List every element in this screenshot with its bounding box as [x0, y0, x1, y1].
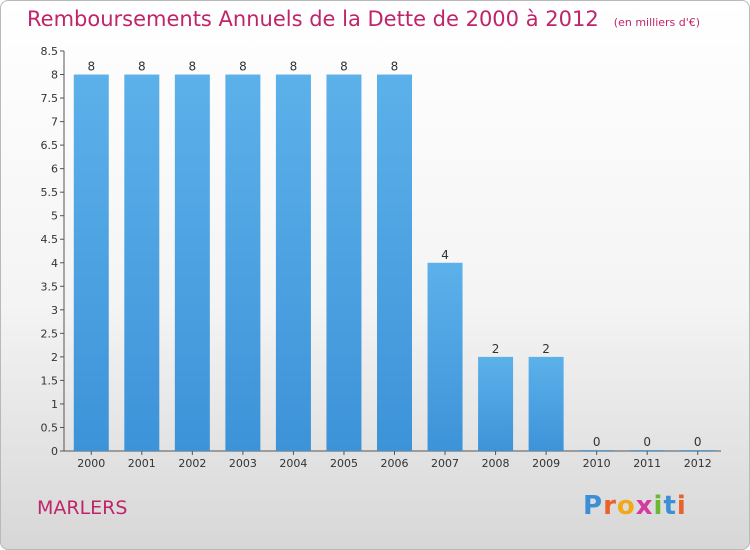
data-label-2009: 2: [542, 342, 550, 356]
data-labels: 8 8 8 8 8 8 8 4 2 2 0 0 0: [87, 60, 701, 449]
x-tick-label-2002: 2002: [178, 457, 206, 470]
bar-2000: [73, 74, 109, 451]
bars: [73, 74, 716, 451]
y-tick-label: 6.5: [41, 139, 59, 152]
bar-2012: [680, 450, 716, 451]
y-tick-label: 8: [51, 69, 58, 82]
y-tick-label: 3.5: [41, 280, 59, 293]
y-tick-label: 4.5: [41, 233, 59, 246]
proxiti-logo: Proxiti: [583, 491, 687, 521]
bar-2004: [275, 74, 311, 451]
data-label-2000: 8: [87, 60, 95, 74]
logo-letter: i: [653, 491, 664, 521]
data-label-2006: 8: [391, 60, 399, 74]
logo-letter: i: [676, 491, 687, 521]
unit-note: (en milliers d'€): [613, 16, 701, 29]
data-label-2007: 4: [441, 248, 449, 262]
bar-2006: [377, 74, 412, 451]
logo-letter: t: [663, 491, 677, 521]
x-tick-label-2008: 2008: [482, 457, 510, 470]
data-label-2005: 8: [340, 60, 348, 74]
y-tick-label: 4: [51, 257, 58, 270]
data-label-2002: 8: [189, 60, 197, 74]
data-label-2003: 8: [239, 60, 247, 74]
chart-title: Remboursements Annuels de la Dette de 20…: [27, 7, 599, 31]
y-tick-label: 1.5: [41, 374, 59, 387]
x-tick-label-2007: 2007: [431, 457, 459, 470]
data-label-2010: 0: [593, 435, 601, 449]
x-tick-label-2003: 2003: [229, 457, 257, 470]
y-tick-label: 6: [51, 163, 58, 176]
y-tick-label: 5.5: [41, 186, 59, 199]
x-tick-label-2001: 2001: [128, 457, 156, 470]
bar-2005: [326, 74, 362, 451]
bar-2002: [174, 74, 210, 451]
axes: 00.511.522.533.544.555.566.577.588.52000…: [41, 45, 721, 470]
data-label-2004: 8: [290, 60, 298, 74]
y-tick-label: 7: [51, 116, 58, 129]
bar-2007: [427, 262, 463, 451]
x-tick-label-2005: 2005: [330, 457, 358, 470]
logo-letter: x: [635, 491, 654, 521]
logo-letter: r: [603, 491, 617, 521]
y-tick-label: 5: [51, 210, 58, 223]
bar-2001: [124, 74, 160, 451]
bar-2011: [629, 450, 665, 451]
x-tick-label-2006: 2006: [381, 457, 409, 470]
y-tick-label: 2.5: [41, 327, 59, 340]
x-tick-label-2012: 2012: [684, 457, 712, 470]
data-label-2012: 0: [694, 435, 702, 449]
bar-2008: [478, 356, 514, 451]
y-tick-label: 3: [51, 304, 58, 317]
x-tick-label-2004: 2004: [279, 457, 307, 470]
y-tick-label: 1: [51, 398, 58, 411]
bar-2010: [579, 450, 615, 451]
city-name: MARLERS: [37, 497, 128, 519]
title-row: Remboursements Annuels de la Dette de 20…: [27, 7, 700, 31]
x-tick-label-2010: 2010: [583, 457, 611, 470]
y-tick-label: 0.5: [41, 421, 59, 434]
x-tick-label-2011: 2011: [633, 457, 661, 470]
x-tick-label-2009: 2009: [532, 457, 560, 470]
logo-letter: o: [616, 491, 636, 521]
y-tick-label: 8.5: [41, 45, 59, 58]
data-label-2001: 8: [138, 60, 146, 74]
bar-2003: [225, 74, 261, 451]
bar-2009: [528, 356, 564, 451]
y-tick-label: 7.5: [41, 92, 59, 105]
data-label-2008: 2: [492, 342, 500, 356]
y-tick-label: 0: [51, 445, 58, 458]
y-tick-label: 2: [51, 351, 58, 364]
data-label-2011: 0: [643, 435, 651, 449]
x-tick-label-2000: 2000: [77, 457, 105, 470]
logo-letter: P: [583, 491, 604, 521]
